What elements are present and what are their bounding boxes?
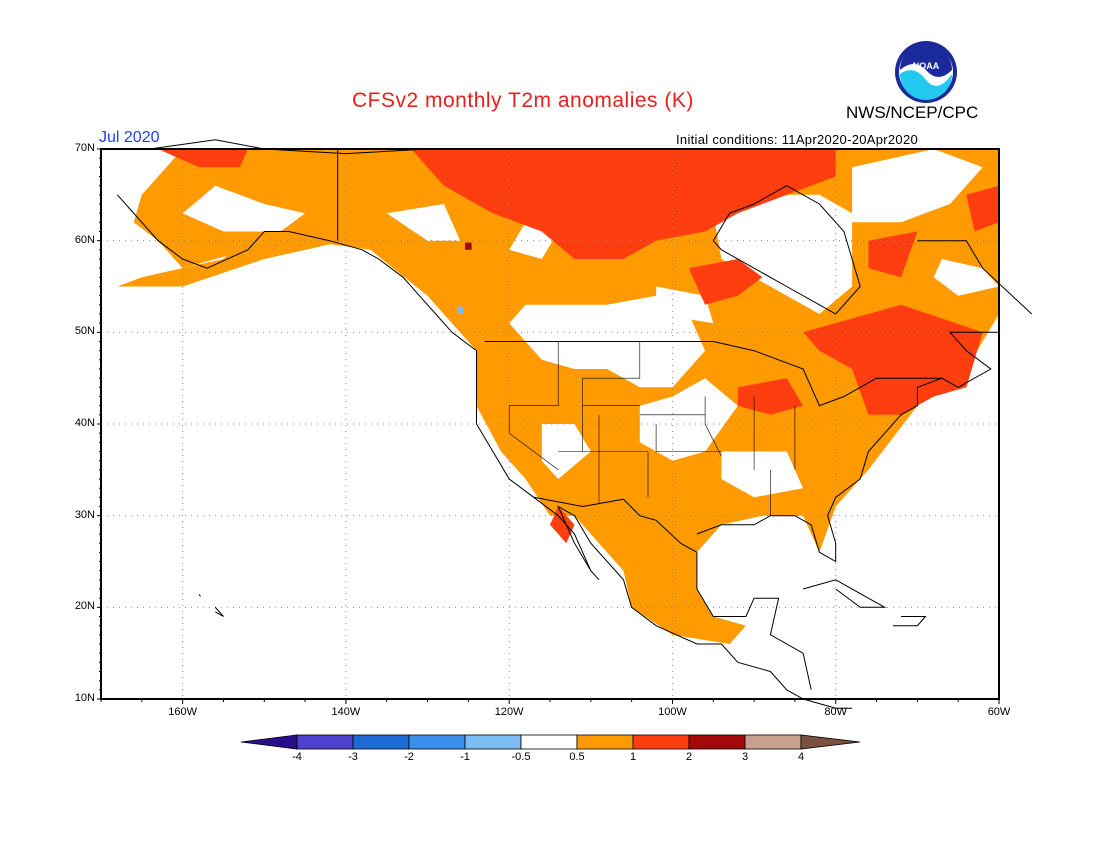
- lat-label: 60N: [74, 233, 95, 246]
- anomaly-region: [656, 286, 714, 324]
- anomaly-region: [721, 451, 804, 498]
- colorbar-label: -1: [460, 751, 470, 763]
- anomaly-region: [803, 304, 983, 415]
- coastline: [116, 194, 853, 709]
- anomaly-region: [411, 149, 836, 259]
- state-border: [704, 396, 722, 457]
- map-ticks: [97, 148, 1000, 704]
- anomaly-region: [933, 259, 999, 296]
- colorbar-label: 0.5: [569, 751, 585, 763]
- lat-label: 30N: [74, 508, 95, 521]
- colorbar-bin: [576, 734, 634, 750]
- lon-label: 100W: [658, 706, 687, 718]
- colorbar-label: -4: [292, 751, 302, 763]
- anomaly-region: [476, 149, 542, 177]
- colorbar-label: 2: [685, 751, 693, 763]
- coastline: [696, 552, 812, 690]
- colorbar-label: -2: [404, 751, 414, 763]
- lon-label: 120W: [494, 706, 524, 718]
- state-border: [582, 341, 641, 379]
- anomaly-region: [966, 185, 999, 232]
- coastline: [198, 594, 201, 597]
- state-border: [655, 424, 722, 452]
- colorbar-label: -0.5: [511, 751, 531, 763]
- anomaly-region: [465, 242, 472, 250]
- colorbar-label: -3: [348, 751, 358, 763]
- coastline: [533, 496, 698, 553]
- coastline: [802, 579, 887, 608]
- colorbar-bin: [408, 734, 466, 750]
- colorbar-bin: [464, 734, 522, 750]
- colorbar-label: 4: [797, 751, 805, 763]
- lon-label: 160W: [168, 706, 197, 718]
- lat-label: 50N: [74, 325, 95, 338]
- anomaly-region: [639, 378, 738, 461]
- month-label: Jul 2020: [99, 129, 160, 146]
- coastline: [917, 240, 1033, 315]
- initial-conditions-label: Initial conditions: 11Apr2020-20Apr2020: [676, 132, 919, 147]
- colorbar: [240, 734, 861, 750]
- colorbar-bin: [520, 734, 578, 750]
- colorbar-label: 1: [629, 751, 637, 763]
- agency-label: NWS/NCEP/CPC: [846, 103, 979, 122]
- anomaly-region: [550, 506, 575, 544]
- anomaly-region: [182, 185, 306, 232]
- noaa-logo: NOAA: [895, 41, 957, 103]
- coastline: [696, 331, 999, 563]
- coastline: [892, 616, 927, 627]
- lat-label: 10N: [74, 692, 95, 704]
- lat-label: 40N: [74, 417, 95, 429]
- map-title: CFSv2 monthly T2m anomalies (K): [352, 89, 694, 112]
- colorbar-arrow-high: [800, 734, 861, 750]
- colorbar-arrow-low: [240, 734, 298, 750]
- lat-label: 70N: [74, 142, 95, 154]
- lon-label: 60W: [987, 706, 1011, 718]
- anomaly-region: [158, 149, 248, 168]
- anomaly-region: [868, 231, 918, 278]
- colorbar-bin: [352, 734, 410, 750]
- coastline: [484, 341, 942, 407]
- lon-label: 140W: [331, 706, 361, 718]
- lon-label: 80W: [824, 706, 848, 718]
- colorbar-bin: [296, 734, 354, 750]
- anomaly-region: [386, 204, 461, 241]
- anomaly-region: [688, 259, 763, 305]
- anomaly-region: [713, 194, 853, 314]
- anomaly-region: [456, 306, 464, 314]
- state-border: [508, 341, 559, 471]
- colorbar-bin: [632, 734, 690, 750]
- colorbar-bin: [688, 734, 746, 750]
- logo-text: NOAA: [913, 61, 940, 71]
- anomaly-region: [852, 149, 983, 223]
- coastlines: [116, 139, 1033, 709]
- colorbar-bin: [744, 734, 802, 750]
- coastline: [712, 185, 861, 315]
- coastline: [214, 606, 224, 617]
- colorbar-label: 3: [741, 751, 749, 763]
- lat-label: 20N: [74, 600, 95, 613]
